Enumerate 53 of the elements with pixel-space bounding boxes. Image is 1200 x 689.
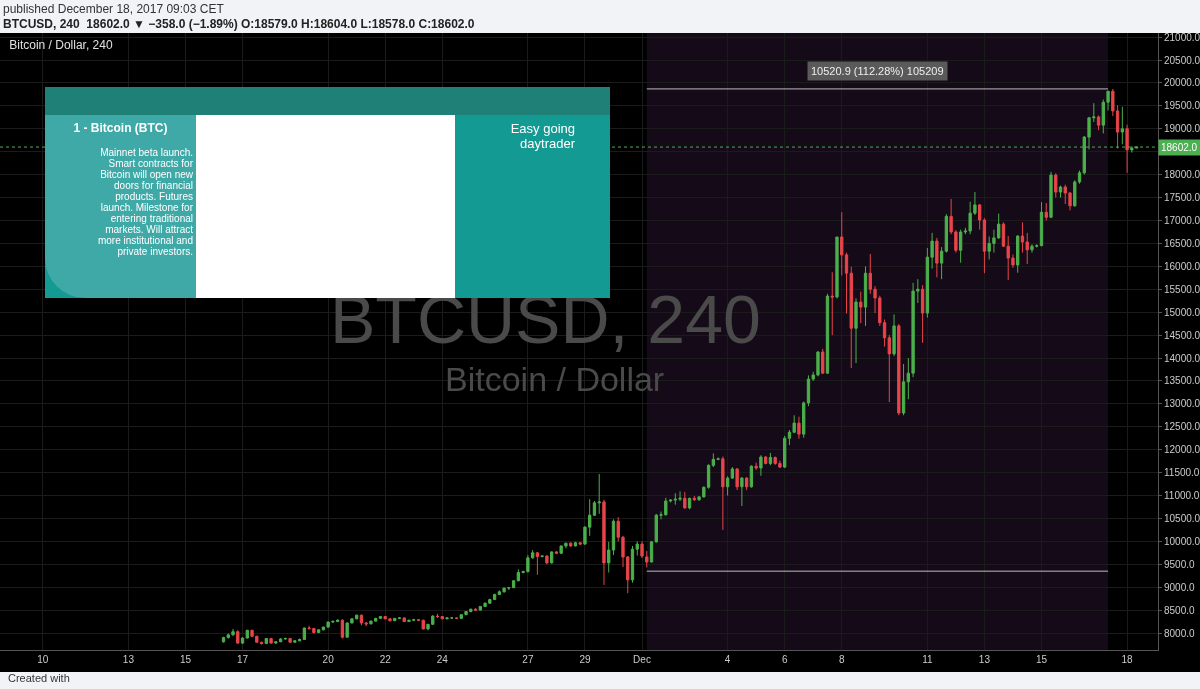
y-tick-label: 14500.0 (1164, 329, 1200, 341)
y-tick-label: 15000.0 (1164, 306, 1200, 318)
y-tick-label: 21000.0 (1164, 31, 1200, 43)
x-tick-label: 29 (579, 654, 591, 665)
x-tick-label: 10 (37, 654, 49, 665)
y-tick-label: 13000.0 (1164, 398, 1200, 410)
y-tick-label: 8000.0 (1164, 627, 1196, 639)
x-tick-label: 20 (322, 654, 335, 665)
x-tick-label: 18 (1121, 654, 1134, 665)
y-tick-label: 12000.0 (1164, 444, 1200, 456)
y-tick-label: 8500.0 (1164, 604, 1196, 616)
ref-line-label: 18602.0 (1161, 142, 1198, 153)
y-tick-label: 20000.0 (1164, 77, 1200, 89)
x-tick-label: Dec (633, 654, 651, 665)
y-tick-label: 19500.0 (1164, 100, 1200, 112)
annotation: Bitcoin / Dollar (445, 360, 665, 399)
x-tick-label: 27 (522, 654, 534, 665)
text: BTCUSD, 240 18602.0 ▼ −358.0 (−1.89%) O:18579.0 H:18604.0 L:18578.0 C:18602.0 (3, 17, 475, 31)
x-tick-label: 6 (781, 654, 788, 665)
x-tick-label: 15 (1035, 654, 1048, 665)
x-tick-label: 15 (179, 654, 192, 665)
x-tick-label: 13 (978, 654, 991, 665)
text: Bitcoin / Dollar, 240 (9, 38, 113, 53)
text: published December 18, 2017 09:03 CET (3, 2, 224, 16)
y-tick-label: 17000.0 (1164, 214, 1200, 226)
y-tick-label: 9000.0 (1164, 581, 1196, 593)
x-tick-label: 13 (122, 654, 135, 665)
info-card: 1 - Bitcoin (BTC) Mainnet beta launch. Smart contracts for Bitcoin will open new doors for financial products. Futures launch. Milestone for entering traditional markets. Will attract more institutional and private investors. Easy going daytrader (45, 87, 610, 298)
text: Created with (8, 672, 70, 684)
y-tick-label: 9500.0 (1164, 558, 1196, 570)
x-tick-label: 4 (724, 654, 731, 665)
y-tick-label: 16000.0 (1164, 260, 1200, 272)
y-tick-label: 20500.0 (1164, 54, 1200, 66)
y-tick-label: 10000.0 (1164, 535, 1200, 547)
y-tick-label: 13500.0 (1164, 375, 1200, 387)
x-tick-label: 22 (379, 654, 392, 665)
band-label: 10520.9 (112.28%) 105209 (811, 65, 944, 77)
y-tick-label: 10500.0 (1164, 512, 1200, 524)
y-tick-label: 17500.0 (1164, 192, 1200, 204)
x-tick-label: 11 (922, 654, 933, 665)
y-tick-label: 18000.0 (1164, 169, 1200, 181)
x-tick-label: 24 (436, 654, 449, 665)
x-tick-label: 8 (838, 654, 845, 665)
y-tick-label: 19000.0 (1164, 123, 1200, 135)
y-tick-label: 11000.0 (1164, 490, 1200, 502)
annotation: 1 - Bitcoin (BTC) (72, 121, 169, 135)
y-tick-label: 12500.0 (1164, 421, 1200, 433)
y-tick-label: 15500.0 (1164, 283, 1200, 295)
y-tick-label: 14000.0 (1164, 352, 1200, 364)
x-tick-label: 17 (236, 654, 249, 665)
y-tick-label: 16500.0 (1164, 237, 1200, 249)
annotation: Easy going daytrader (509, 121, 575, 151)
y-tick-label: 11500.0 (1164, 467, 1200, 479)
